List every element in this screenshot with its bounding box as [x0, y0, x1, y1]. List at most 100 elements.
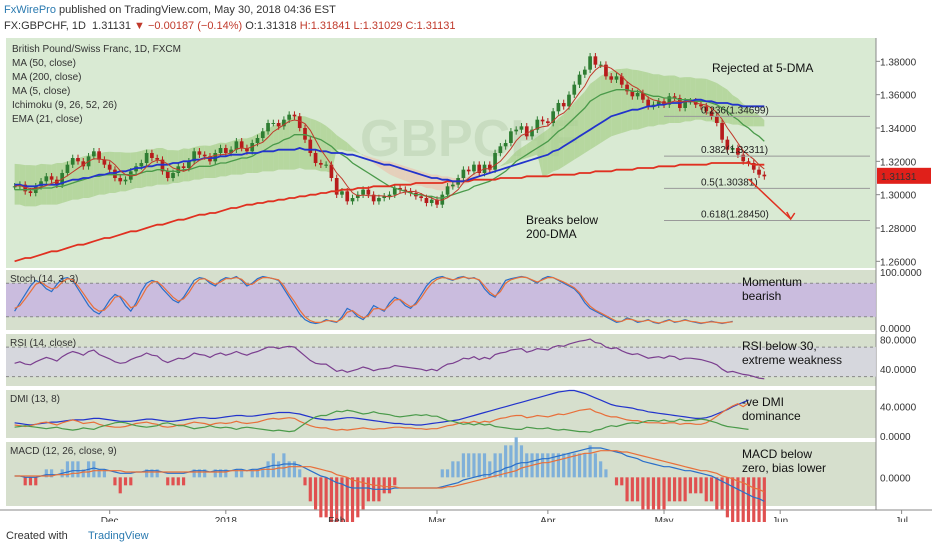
ichimoku-cloud-segment [204, 145, 210, 178]
candle-body [102, 159, 107, 165]
ichimoku-cloud-segment [605, 70, 612, 140]
ichimoku-cloud-segment [743, 103, 749, 127]
candle-body [44, 176, 49, 182]
oscillator-title: MACD (12, 26, close, 9) [10, 446, 117, 457]
oscillator-tick-label: 80.0000 [880, 336, 917, 347]
ichimoku-cloud-segment [759, 115, 765, 127]
annotation-breaks-below: 200-DMA [526, 227, 577, 241]
author-link[interactable]: FxWirePro [4, 4, 56, 16]
candle-body [287, 114, 292, 120]
symbol-label: FX:GBPCHF, 1D [4, 20, 86, 32]
candle-body [308, 139, 313, 153]
ichimoku-cloud-segment [510, 151, 517, 163]
ichimoku-cloud-segment [648, 72, 654, 127]
ma5-line [14, 65, 765, 201]
ichimoku-cloud-segment [722, 86, 728, 123]
candle-body [334, 178, 339, 195]
candle-body [641, 93, 645, 100]
candle-body [503, 143, 508, 147]
ichimoku-cloud-segment [283, 119, 290, 170]
candle-body [260, 131, 265, 138]
candle-body [757, 169, 761, 175]
oscillator-tick-label: 0.0000 [880, 432, 911, 443]
ichimoku-cloud-segment [183, 148, 189, 182]
ichimoku-cloud-segment [584, 83, 591, 153]
candle-body [630, 91, 635, 97]
chart-canvas[interactable]: GBPCHF1.380001.360001.340001.320001.3000… [0, 36, 932, 522]
annotation-rejected: Rejected at 5-DMA [712, 61, 813, 75]
price-tick-label: 1.32000 [880, 157, 917, 168]
candle-body [461, 169, 466, 178]
oscillator-note: bearish [742, 289, 781, 303]
time-tick-label: Dec [101, 516, 119, 522]
ichimoku-cloud-segment [331, 130, 337, 173]
candle-body [382, 196, 387, 198]
candle-body [202, 154, 207, 157]
candle-body [319, 163, 323, 165]
oscillator-line [14, 276, 733, 324]
candle-body [730, 148, 735, 150]
candle-body [493, 153, 497, 170]
candle-body [139, 163, 144, 167]
ichimoku-cloud-segment [642, 71, 649, 128]
candle-body [598, 64, 603, 66]
high-value: H:1.31841 [299, 20, 351, 32]
ichimoku-cloud-segment [568, 102, 575, 163]
ichimoku-cloud-segment [178, 148, 184, 183]
ichimoku-cloud-segment [616, 68, 622, 135]
chart-title: British Pound/Swiss Franc, 1D, FXCM [12, 44, 181, 55]
candle-body [123, 179, 128, 182]
candle-body [625, 84, 629, 92]
ichimoku-cloud-segment [753, 111, 760, 127]
oscillator-title: Stoch (14, 3, 3) [10, 274, 78, 285]
oscillator-tick-label: 40.0000 [880, 403, 917, 414]
candle-body [577, 74, 582, 85]
candle-body [672, 96, 677, 98]
oscillator-note: extreme weakness [742, 353, 842, 367]
ichimoku-cloud-segment [289, 115, 295, 170]
legend-entry: Ichimoku (9, 26, 52, 26) [12, 100, 117, 111]
candle-body [398, 188, 402, 190]
candle-body [646, 99, 651, 107]
ichimoku-cloud-segment [136, 150, 142, 188]
ichimoku-cloud-segment [500, 162, 506, 167]
bearish-arrow-head [786, 211, 796, 221]
ichimoku-cloud-segment [363, 154, 369, 160]
candle-body [699, 104, 703, 107]
candle-body [604, 64, 608, 77]
ichimoku-cloud-segment [357, 151, 364, 156]
candle-body [582, 69, 587, 75]
candle-body [751, 163, 756, 170]
tradingview-link[interactable]: TradingView [88, 530, 149, 542]
oscillator-note: Momentum [742, 275, 802, 289]
last-value: 1.31131 [92, 20, 131, 32]
price-tick-label: 1.34000 [880, 124, 917, 135]
candle-body [714, 116, 719, 123]
candle-body [683, 101, 687, 108]
candle-body [144, 153, 149, 163]
candle-body [292, 114, 297, 117]
fib-level-label: 0.5(1.30381) [701, 177, 758, 188]
ichimoku-cloud-segment [394, 163, 401, 179]
price-tick-label: 1.28000 [880, 224, 917, 235]
candle-body [392, 188, 397, 195]
candle-body [181, 166, 186, 168]
oscillator-title: DMI (13, 8) [10, 394, 60, 405]
candle-body [556, 103, 561, 112]
candle-body [424, 198, 429, 203]
ichimoku-cloud-segment [336, 135, 342, 150]
oscillator-note: MACD below [742, 447, 812, 461]
price-tick-label: 1.36000 [880, 91, 917, 102]
candle-body [171, 173, 175, 178]
candle-body [609, 76, 614, 80]
candle-body [487, 164, 492, 170]
candle-body [524, 126, 529, 137]
candle-body [498, 146, 503, 153]
ichimoku-cloud-segment [194, 145, 200, 180]
fib-level-label: 0.382(1.32311) [701, 145, 768, 156]
price-tick-label: 1.30000 [880, 191, 917, 202]
candle-body [519, 126, 524, 130]
candle-body [23, 184, 28, 192]
ichimoku-cloud-segment [378, 159, 385, 171]
ichimoku-cloud-segment [690, 77, 696, 122]
